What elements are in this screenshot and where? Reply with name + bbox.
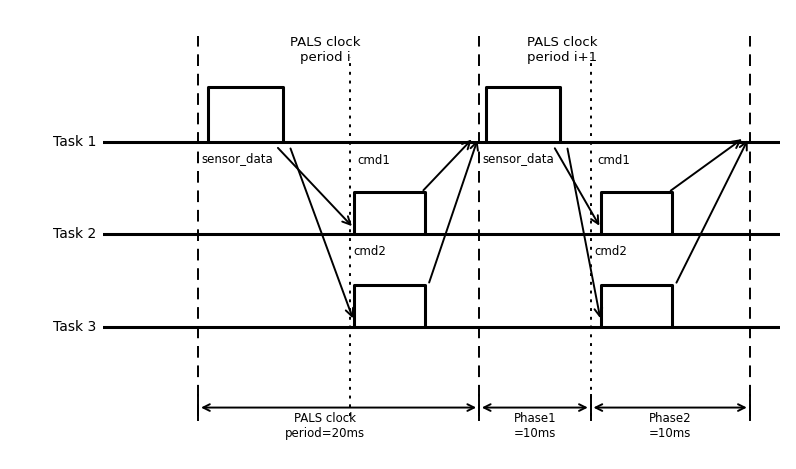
Text: Phase2
=10ms: Phase2 =10ms — [649, 412, 692, 440]
Text: cmd2: cmd2 — [353, 245, 387, 258]
Text: cmd1: cmd1 — [597, 154, 630, 167]
Text: Task 3: Task 3 — [53, 320, 97, 334]
Text: cmd2: cmd2 — [594, 245, 627, 258]
Text: sensor_data: sensor_data — [201, 152, 273, 165]
Text: Phase1
=10ms: Phase1 =10ms — [513, 412, 556, 440]
Text: cmd1: cmd1 — [357, 154, 390, 167]
Text: sensor_data: sensor_data — [482, 152, 554, 165]
Text: Task 1: Task 1 — [53, 135, 97, 149]
Text: PALS clock
period=20ms: PALS clock period=20ms — [285, 412, 365, 440]
Text: Task 2: Task 2 — [53, 227, 97, 242]
Text: PALS clock
period i: PALS clock period i — [290, 36, 361, 64]
Text: PALS clock
period i+1: PALS clock period i+1 — [527, 36, 597, 64]
